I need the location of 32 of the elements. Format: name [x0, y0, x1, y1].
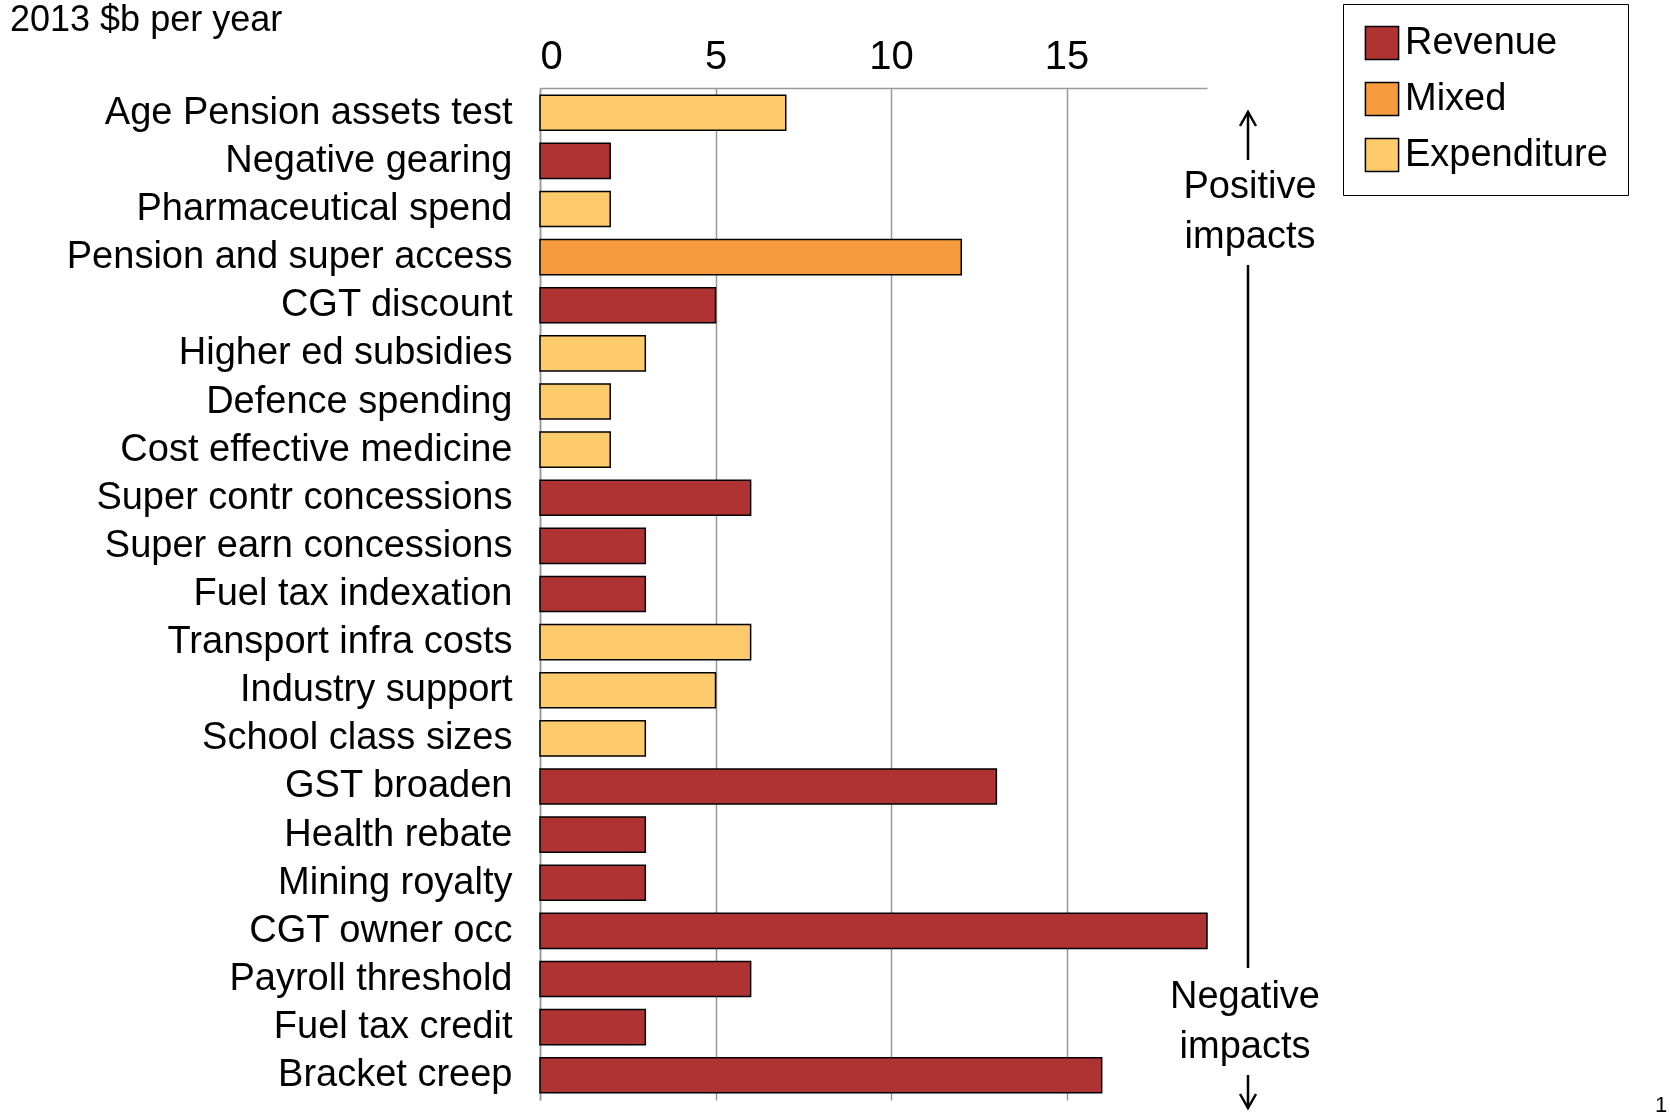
- text: 1: [1655, 1080, 1668, 1112]
- y-tick-label: Super earn concessions: [104, 522, 513, 565]
- y-tick-label: CGT discount: [280, 282, 513, 325]
- y-tick-label: Industry support: [240, 667, 513, 710]
- annotation: Positive impacts: [1165, 160, 1335, 260]
- y-tick-label: Payroll threshold: [229, 955, 513, 998]
- y-tick-label: Bracket creep: [278, 1052, 513, 1095]
- x-tick-label: 0: [540, 32, 563, 77]
- y-tick-label: GST broaden: [285, 763, 513, 806]
- y-tick-label: CGT owner occ: [249, 907, 513, 950]
- y-tick-label: Higher ed subsidies: [178, 330, 513, 373]
- y-tick-label: Transport infra costs: [167, 619, 513, 662]
- y-tick-label: Health rebate: [284, 811, 513, 854]
- x-tick-label: 5: [704, 32, 728, 77]
- legend-label: Revenue: [1405, 20, 1558, 62]
- y-tick-label: Super contr concessions: [96, 474, 513, 517]
- y-tick-label: Fuel tax indexation: [193, 571, 513, 613]
- y-tick-label: Negative gearing: [225, 137, 513, 180]
- x-tick-label: 15: [1044, 32, 1090, 77]
- y-tick-label: Mining royalty: [278, 859, 513, 902]
- legend-label: Mixed: [1405, 76, 1507, 118]
- y-tick-label: Defence spending: [206, 378, 513, 421]
- legend-label: Expenditure: [1405, 132, 1608, 174]
- annotation: Negative impacts: [1160, 970, 1330, 1070]
- y-tick-label: Age Pension assets test: [104, 89, 513, 132]
- text: 2013 $b per year: [10, 0, 283, 40]
- y-tick-label: Cost effective medicine: [120, 426, 513, 469]
- y-tick-label: Pension and super access: [66, 234, 513, 277]
- x-tick-label: 10: [869, 32, 914, 77]
- y-tick-label: Fuel tax credit: [273, 1004, 513, 1047]
- y-tick-label: Pharmaceutical spend: [136, 186, 513, 229]
- y-tick-label: School class sizes: [202, 715, 513, 758]
